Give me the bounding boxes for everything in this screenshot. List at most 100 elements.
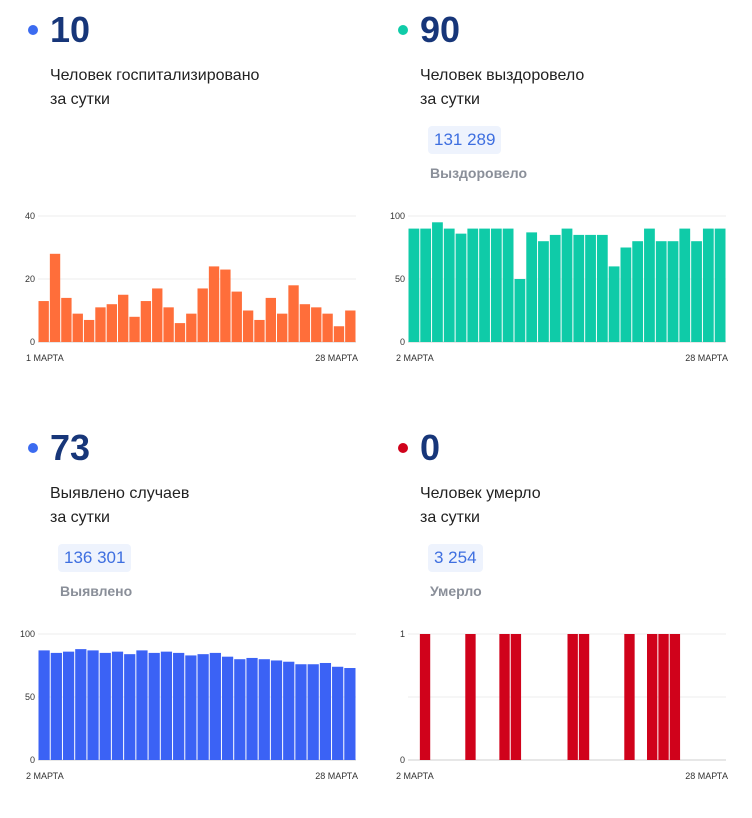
bar — [322, 313, 333, 342]
bar — [124, 654, 136, 760]
y-tick-label: 100 — [390, 211, 405, 221]
bar — [502, 228, 514, 342]
bar — [702, 228, 714, 342]
bar — [514, 279, 526, 342]
bar — [499, 634, 510, 760]
y-tick-label: 50 — [25, 692, 35, 702]
bar — [49, 253, 61, 342]
bar — [578, 634, 590, 760]
bar — [288, 285, 299, 342]
bar — [608, 266, 620, 342]
bar — [99, 652, 111, 760]
bar — [258, 659, 270, 760]
label-line-2: за сутки — [420, 91, 480, 108]
bar — [344, 668, 356, 760]
bar — [620, 247, 632, 342]
bar — [61, 297, 72, 342]
bar — [160, 651, 173, 760]
bar — [667, 241, 679, 342]
bar — [596, 234, 608, 342]
bar — [246, 657, 258, 760]
bar — [319, 662, 332, 760]
bar — [573, 234, 585, 342]
panel-recovered: 90 Человек выздоровело за сутки 131 289 … — [390, 0, 750, 400]
panel-cases: 73 Выявлено случаев за сутки 136 301 Выя… — [20, 418, 380, 818]
bar — [333, 326, 345, 342]
bar — [632, 241, 644, 342]
total-badge: 131 289 — [428, 126, 502, 154]
bar — [420, 228, 432, 342]
daily-label: Человек умерло за сутки — [420, 482, 720, 530]
bar — [254, 319, 265, 342]
bar — [277, 313, 288, 342]
bar-chart: 1 0 2 МАРТА 28 МАРТА — [396, 629, 728, 781]
bar-chart: 100 50 0 2 МАРТА 28 МАРТА — [390, 211, 728, 363]
bar — [644, 228, 655, 342]
bar — [152, 288, 163, 342]
bar — [148, 652, 160, 760]
bar — [163, 307, 174, 342]
daily-number: 10 — [50, 9, 91, 50]
bar — [283, 661, 295, 760]
bar — [465, 634, 476, 760]
bar — [62, 651, 75, 760]
bar — [332, 666, 344, 760]
bar — [658, 634, 669, 760]
y-tick-label: 0 — [400, 755, 405, 765]
bar — [72, 313, 83, 342]
bar — [234, 659, 246, 760]
bar — [111, 651, 124, 760]
x-tick-label-start: 2 МАРТА — [396, 771, 434, 781]
daily-number: 73 — [50, 427, 91, 468]
label-line-2: за сутки — [50, 509, 110, 526]
label-line-1: Человек госпитализировано — [50, 67, 260, 84]
x-tick-label-end: 28 МАРТА — [315, 771, 358, 781]
bar — [209, 652, 221, 760]
label-line-2: за сутки — [420, 509, 480, 526]
bar — [270, 660, 283, 760]
label-line-1: Человек выздоровело — [420, 67, 585, 84]
bar — [231, 291, 242, 342]
bar — [129, 316, 140, 342]
daily-label: Выявлено случаев за сутки — [50, 482, 350, 530]
bar — [136, 650, 148, 760]
panel-deaths: 0 Человек умерло за сутки 3 254 Умерло 1… — [390, 418, 750, 818]
bar — [655, 241, 667, 342]
label-line-1: Человек умерло — [420, 485, 541, 502]
bar — [118, 294, 129, 342]
total-badge: 3 254 — [428, 544, 483, 572]
bar — [479, 228, 490, 342]
bar — [50, 652, 62, 760]
y-tick-label: 20 — [25, 274, 35, 284]
bar — [83, 319, 95, 342]
bar — [221, 656, 234, 760]
bar — [173, 652, 185, 760]
bar — [408, 228, 420, 342]
bar — [307, 664, 319, 760]
bar — [669, 634, 681, 760]
total-caption: Выздоровело — [430, 165, 528, 181]
bar — [432, 222, 443, 342]
bar — [419, 634, 431, 760]
y-tick-label: 1 — [400, 629, 405, 639]
bar-chart: 100 50 0 2 МАРТА 28 МАРТА — [20, 629, 358, 781]
y-tick-label: 0 — [30, 337, 35, 347]
legend-dot — [398, 25, 408, 35]
bar — [538, 241, 549, 342]
bar — [647, 634, 658, 760]
bar — [526, 232, 538, 342]
daily-label: Человек госпитализировано за сутки — [50, 64, 350, 112]
y-tick-label: 0 — [30, 755, 35, 765]
y-tick-label: 50 — [395, 274, 405, 284]
bar — [242, 310, 254, 342]
total-caption: Умерло — [430, 583, 482, 599]
legend-dot — [398, 443, 408, 453]
bar — [95, 307, 106, 342]
bar — [510, 634, 522, 760]
panel-hospitalized: 10 Человек госпитализировано за сутки 40… — [20, 0, 380, 400]
bar — [455, 233, 467, 342]
bar — [311, 307, 322, 342]
total-badge: 136 301 — [58, 544, 132, 572]
daily-number: 90 — [420, 9, 461, 50]
x-tick-label-end: 28 МАРТА — [315, 353, 358, 363]
